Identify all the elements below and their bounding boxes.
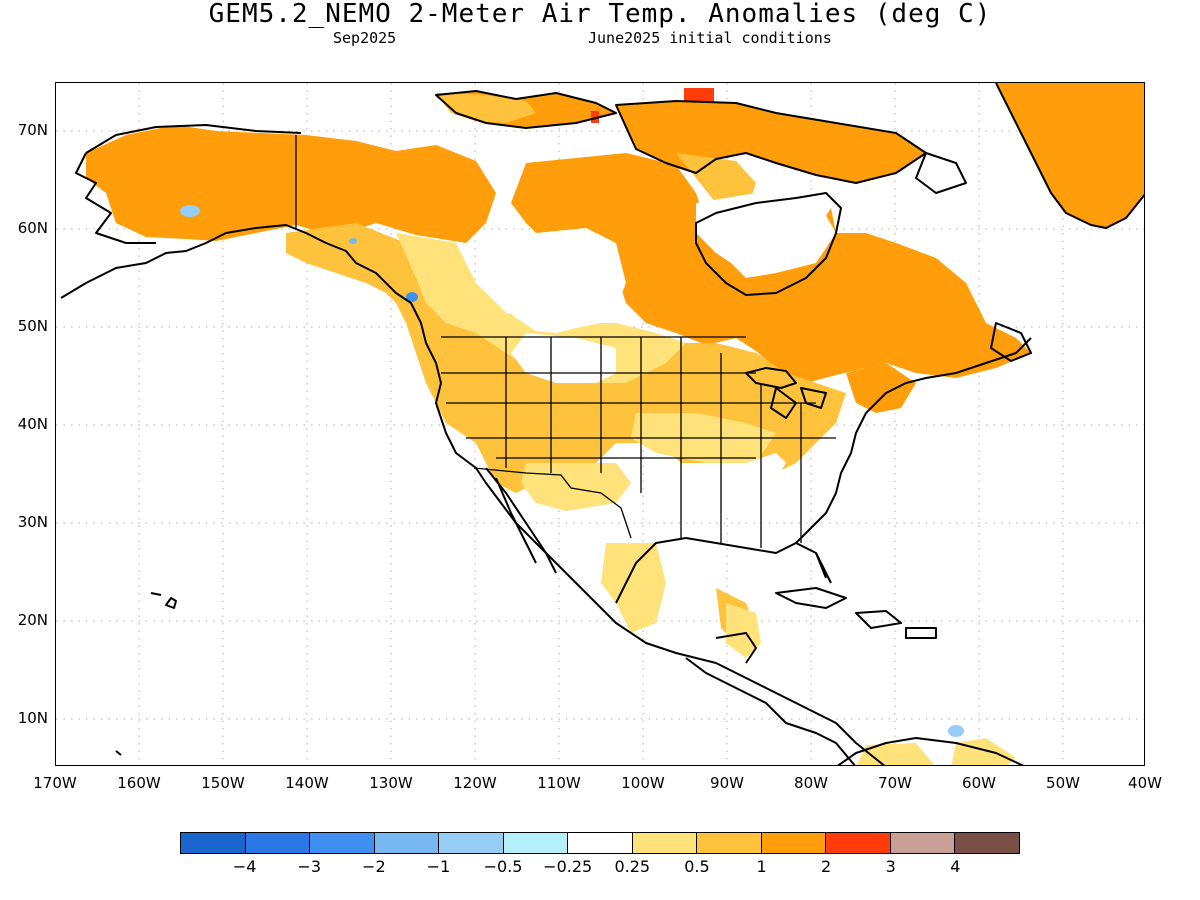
lat-label: 60N <box>17 219 48 237</box>
lon-label: 60W <box>962 774 996 792</box>
colorbar-swatch <box>955 833 1019 853</box>
colorbar-swatch <box>632 833 698 853</box>
colorbar-tick-label: 3 <box>885 857 896 876</box>
colorbar-swatch <box>439 833 504 853</box>
lon-label: 50W <box>1046 774 1080 792</box>
colorbar-tick-label: 0.25 <box>614 857 651 876</box>
colorbar-swatch <box>826 833 891 853</box>
lat-label: 40N <box>17 415 48 433</box>
colorbar-swatch <box>374 833 440 853</box>
lon-label: 150W <box>201 774 245 792</box>
colorbar-swatch <box>503 833 569 853</box>
colorbar-tick-label: −3 <box>297 857 322 876</box>
lat-label: 20N <box>17 611 48 629</box>
lon-label: 130W <box>369 774 413 792</box>
lon-label: 40W <box>1128 774 1162 792</box>
colorbar-swatch <box>181 833 246 853</box>
lat-label: 10N <box>17 709 48 727</box>
anomaly-map <box>55 82 1145 766</box>
colorbar-tick-label: 2 <box>821 857 832 876</box>
colorbar-swatch <box>697 833 762 853</box>
colorbar-tick-label: 1 <box>756 857 767 876</box>
lat-label: 30N <box>17 513 48 531</box>
anomaly-fill-0.25-0.5 <box>396 233 1016 765</box>
colorbar-swatch <box>761 833 827 853</box>
land-outlines <box>60 83 1144 765</box>
lat-label: 70N <box>17 121 48 139</box>
colorbar-swatch <box>568 833 633 853</box>
lon-label: 120W <box>453 774 497 792</box>
map-canvas <box>56 83 1144 765</box>
valid-month-label: Sep2025 <box>333 29 397 47</box>
lon-label: 110W <box>537 774 581 792</box>
chart-title: GEM5.2_NEMO 2-Meter Air Temp. Anomalies … <box>208 0 992 29</box>
colorbar-tick-label: −4 <box>232 857 257 876</box>
anomaly-fill-2-3 <box>591 88 714 123</box>
colorbar-tick-label: 4 <box>950 857 961 876</box>
colorbar-tick-label: −2 <box>362 857 386 876</box>
lon-label: 80W <box>794 774 828 792</box>
colorbar <box>180 832 1020 854</box>
colorbar-tick-label: −0.5 <box>483 857 523 876</box>
lon-label: 160W <box>117 774 161 792</box>
lon-label: 170W <box>33 774 77 792</box>
anomaly-fill-negative <box>180 205 964 737</box>
political-borders <box>295 135 836 548</box>
colorbar-tick-label: −1 <box>426 857 451 876</box>
lon-label: 70W <box>878 774 912 792</box>
colorbar-swatch <box>245 833 311 853</box>
lat-label: 50N <box>17 317 48 335</box>
lon-label: 90W <box>710 774 744 792</box>
colorbar-tick-label: 0.5 <box>684 857 710 876</box>
lon-label: 100W <box>621 774 665 792</box>
initial-conditions-label: June2025 initial conditions <box>588 29 832 47</box>
lon-label: 140W <box>285 774 329 792</box>
colorbar-tick-label: −0.25 <box>543 857 593 876</box>
colorbar-swatch <box>310 833 375 853</box>
colorbar-swatch <box>890 833 956 853</box>
